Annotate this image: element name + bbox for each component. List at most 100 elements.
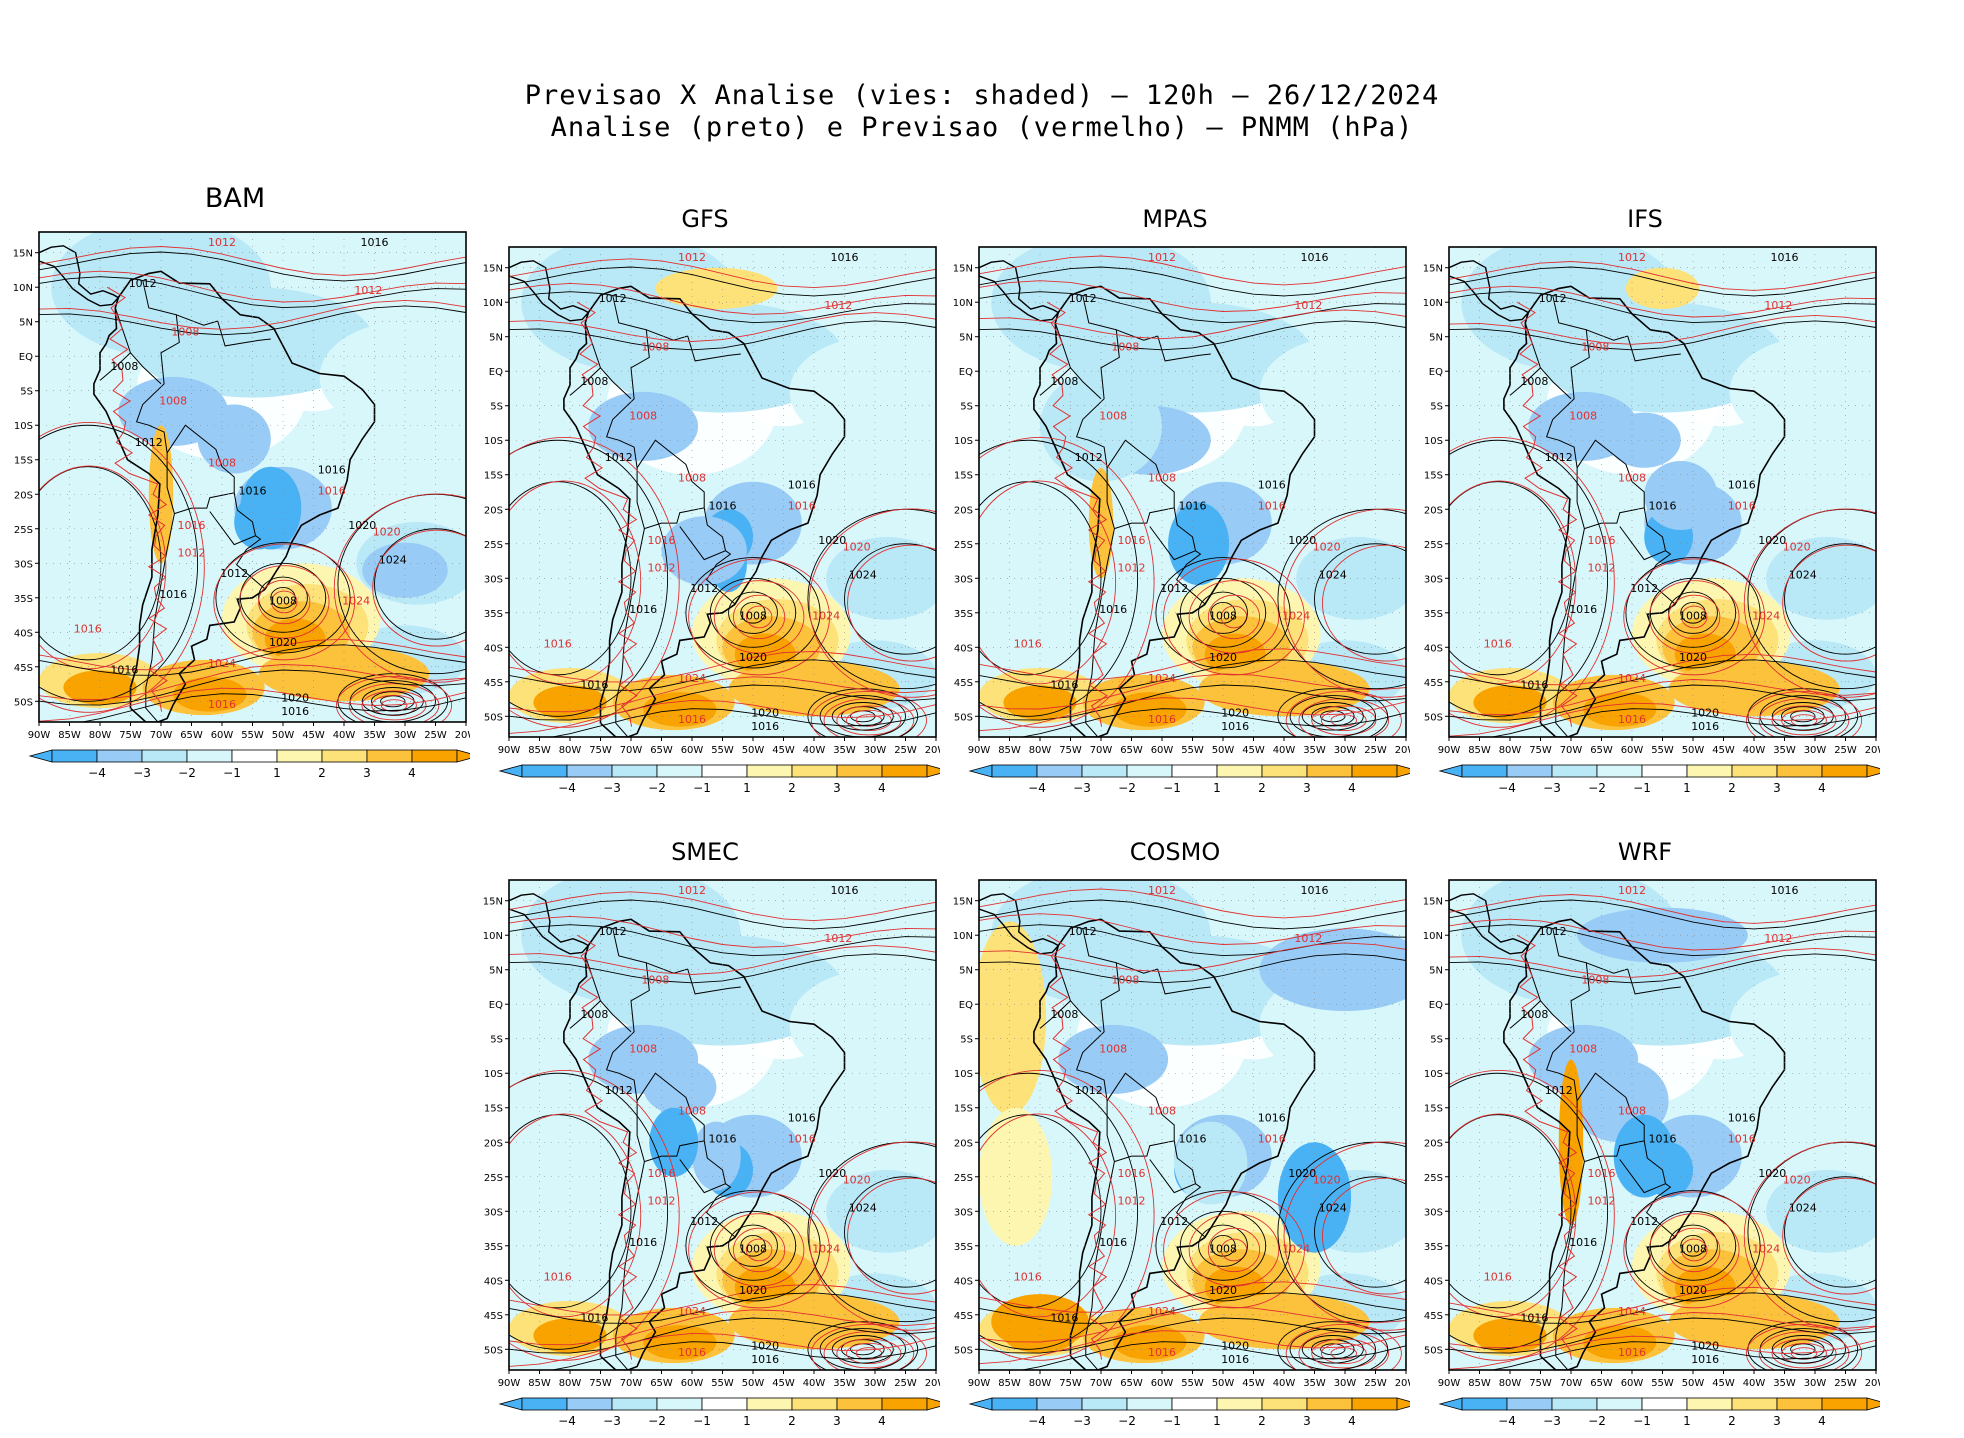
lat-tick-label: 5N [959,333,973,344]
lon-tick-label: 80W [1029,745,1052,756]
forecast-isobar [979,1113,1117,1318]
bias-shading-pos2 [1625,267,1700,310]
forecast-isobar [733,594,786,640]
colorbar-swatch-neg1 [1126,764,1173,778]
lat-tick-label: 45S [954,1311,973,1322]
lon-tick-label: 65W [1120,1378,1143,1389]
lon-tick-label: 55W [1181,745,1204,756]
analysis-contour-label: 1008 [1209,610,1237,623]
country-border [1175,550,1206,605]
forecast-contour-label: 1008 [629,1043,657,1056]
colorbar-label: −3 [133,766,151,780]
lat-tick-label: 15S [14,456,33,467]
forecast-bias-map: 1016101210081012101610161020102410121016… [483,246,940,756]
forecast-contour-label: 1016 [1258,499,1286,512]
forecast-isobar [1046,934,1108,1360]
forecast-contour-label: 1024 [678,672,706,685]
forecast-isobar [39,687,466,722]
forecast-isobar [810,691,927,737]
analysis-isobar [1289,695,1376,737]
forecast-contour-label: 1012 [824,932,852,945]
lon-tick-label: 20W [925,1378,940,1389]
model-label: WRF [1617,838,1673,866]
forecast-isobar [1207,1227,1261,1273]
analysis-isobar [1449,481,1572,676]
forecast-isobar [509,1284,936,1316]
colorbar-label: −4 [558,781,576,795]
country-border [1116,329,1158,341]
lon-tick-label: 75W [1529,745,1552,756]
analysis-isobar [979,659,1406,691]
lat-tick-label: EQ [959,1000,973,1011]
analysis-contour-label: 1020 [1691,1339,1719,1352]
lon-tick-label: 65W [650,745,673,756]
analysis-isobar [509,899,936,930]
lon-tick-label: 50W [742,1378,765,1389]
analysis-isobar [1449,1317,1876,1354]
lon-tick-label: 60W [1621,1378,1644,1389]
analysis-isobar [728,1224,778,1267]
forecast-isobar [1449,1312,1876,1349]
forecast-contour-label: 1012 [1118,561,1146,574]
forecast-isobar [1449,679,1876,716]
country-border [1509,955,1542,1029]
forecast-isobar [733,1227,786,1273]
lon-tick-label: 80W [559,745,582,756]
colorbar-label: 2 [1258,1414,1266,1428]
lon-tick-label: 60W [1621,745,1644,756]
analysis-isobar [844,1176,936,1288]
colorbar-label: 2 [1728,1414,1736,1428]
analysis-isobar [1790,710,1816,723]
forecast-isobar [509,699,936,734]
analysis-contour-label: 1012 [1069,925,1097,938]
analysis-isobar [1784,1176,1876,1288]
lat-tick-label: 10N [953,931,973,942]
lat-tick-label: 20S [954,1138,973,1149]
forecast-isobar [1743,1141,1876,1331]
forecast-isobar [1449,1070,1615,1361]
lat-tick-label: 30S [954,1207,973,1218]
analysis-contour-label: 1016 [1520,679,1548,692]
lon-tick-label: 35W [833,745,856,756]
forecast-isobar [509,915,936,948]
analysis-isobar [979,1292,1406,1324]
country-border [1070,367,1102,400]
forecast-isobar [979,480,1117,685]
analysis-contour-label: 1008 [739,1243,767,1256]
country-border [1070,1000,1102,1033]
forecast-contour-label: 1016 [1258,1132,1286,1145]
lon-tick-label: 45W [1242,1378,1265,1389]
analysis-isobar [844,543,936,655]
forecast-isobar [1449,285,1876,318]
colorbar-swatch-pos3 [836,1397,883,1411]
country-border [217,320,271,347]
lat-tick-label: 35S [484,1242,503,1253]
forecast-isobar [745,1238,773,1262]
lat-tick-label: 5S [490,402,503,413]
forecast-isobar [39,422,205,713]
lon-tick-label: 35W [833,1378,856,1389]
analysis-contour-label: 1016 [1728,479,1756,492]
analysis-contour-label: 1020 [281,691,309,704]
colorbar-swatch-pos4 [1351,1397,1398,1411]
analysis-contour-label: 1012 [605,451,633,464]
country-border [1576,1072,1645,1163]
lat-tick-label: 15N [483,264,503,275]
colorbar-swatch-neg2 [1081,1397,1128,1411]
forecast-contour-label: 1012 [208,236,236,249]
forecast-contour-label: 1016 [1618,1346,1646,1359]
forecast-contour-label: 1008 [1581,974,1609,987]
analysis-isobar [1449,266,1876,297]
country-border [705,1183,736,1238]
forecast-contour-label: 1016 [788,499,816,512]
forecast-contour-label: 1024 [1752,1243,1780,1256]
analysis-isobar [1784,543,1876,655]
colorbar-swatch-pos2 [1261,764,1308,778]
colorbar-label: −1 [1163,1414,1181,1428]
analysis-isobar [509,291,936,324]
lon-tick-label: 75W [589,745,612,756]
analysis-contour-label: 1016 [580,679,608,692]
colorbar-underflow-arrow [28,749,53,763]
bias-shading-neg2 [1070,935,1315,1046]
colorbar-label: −2 [1118,781,1136,795]
